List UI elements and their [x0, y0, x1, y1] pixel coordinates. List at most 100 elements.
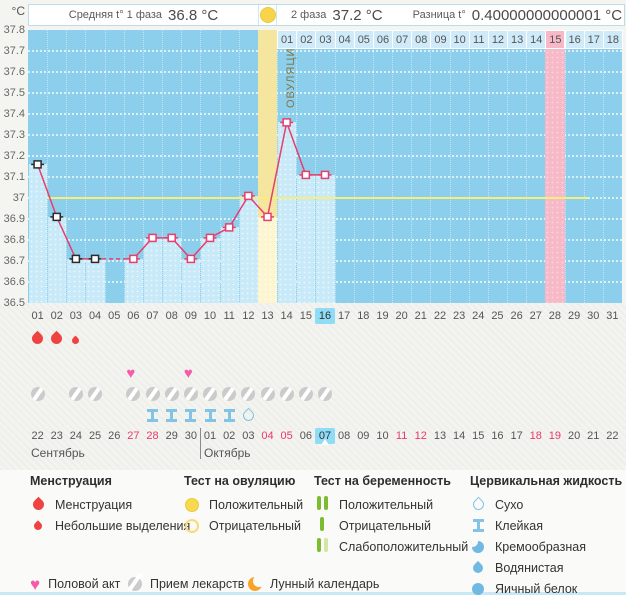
moon-calendar-icon: [248, 575, 265, 591]
ovulation-column-light-fill: [257, 216, 278, 303]
medication-pill-icon: [88, 387, 103, 401]
cycle-day-cell[interactable]: 31: [606, 310, 619, 322]
legend-icon-cell: [314, 496, 330, 513]
date-cell[interactable]: 20: [567, 430, 581, 442]
fluid-sticky-icon: [472, 519, 484, 532]
date-cell[interactable]: 04: [261, 430, 274, 442]
date-cell[interactable]: 19: [548, 430, 562, 442]
date-cell[interactable]: 30: [184, 430, 197, 442]
date-cell[interactable]: 21: [587, 430, 600, 442]
cycle-day-cell[interactable]: 02: [50, 310, 63, 322]
cycle-day-cell[interactable]: 26: [510, 310, 523, 322]
phase2-and-difference: 2 фаза 37.2 °C Разница t° 0.400000000000…: [279, 5, 622, 25]
cycle-day-cell[interactable]: 11: [223, 310, 235, 322]
date-cell[interactable]: 25: [88, 430, 102, 442]
y-axis-tick-label: 36.6: [3, 276, 25, 288]
legend-section-title: Цервикальная жидкость: [470, 474, 623, 488]
cycle-day-cell[interactable]: 08: [165, 310, 178, 322]
legend-item: Водянистая: [470, 557, 622, 578]
legend-item-label: Лунный календарь: [270, 577, 380, 591]
cycle-day-cell[interactable]: 22: [433, 310, 447, 322]
cycle-day-cell[interactable]: 23: [452, 310, 466, 322]
legend-panel: [0, 470, 626, 592]
cycle-day-cell[interactable]: 24: [472, 310, 485, 322]
cycle-day-cell[interactable]: 03: [69, 310, 83, 322]
phase2-average-value: 37.2 °C: [332, 6, 383, 24]
date-cell[interactable]: 18: [529, 430, 542, 442]
date-cell[interactable]: 06: [299, 430, 312, 442]
dpo-header-cell: 08: [411, 30, 432, 49]
cycle-day-cell[interactable]: 29: [567, 310, 581, 322]
date-cell[interactable]: 28: [146, 430, 159, 442]
cycle-day-cell-today[interactable]: 16: [314, 308, 335, 324]
cycle-day-cell[interactable]: 20: [395, 310, 408, 322]
cycle-day-cell[interactable]: 13: [261, 310, 274, 322]
dpo-header-cell: 16: [564, 30, 585, 49]
month-label-october: Октябрь: [204, 446, 251, 460]
date-cell[interactable]: 29: [165, 430, 178, 442]
cycle-day-cell[interactable]: 17: [338, 310, 351, 322]
legend-item: Небольшие выделения: [30, 515, 190, 536]
legend-item-label: Клейкая: [495, 518, 543, 533]
cycle-day-cell[interactable]: 27: [529, 310, 542, 322]
cycle-day-cell[interactable]: 06: [127, 310, 140, 322]
dpo-header-cell: 02: [296, 30, 317, 49]
cycle-day-cell[interactable]: 10: [203, 310, 217, 322]
day-column-separator: [430, 30, 432, 303]
date-cell[interactable]: 23: [50, 430, 63, 442]
date-cell[interactable]: 27: [127, 430, 140, 442]
dpo-header-cell: 12: [487, 30, 509, 49]
date-cell[interactable]: 22: [606, 430, 619, 442]
cycle-day-cell[interactable]: 21: [414, 310, 427, 322]
y-axis-tick-label: 37.8: [3, 24, 25, 36]
legend-item-label: Кремообразная: [495, 539, 586, 554]
legend-icon-cell: [470, 560, 486, 575]
cycle-day-cell[interactable]: 12: [242, 310, 255, 322]
cycle-day-cell[interactable]: 05: [108, 310, 121, 322]
date-cell[interactable]: 01: [203, 430, 217, 442]
fluid-sticky-icon: [185, 409, 197, 422]
medication-pill-icon: [128, 577, 142, 591]
date-cell[interactable]: 09: [357, 430, 370, 442]
date-cell[interactable]: 16: [491, 430, 504, 442]
medication-pill-icon: [68, 387, 83, 401]
legend-footer-item: ♥ Половой акт: [30, 575, 120, 593]
date-cell[interactable]: 11: [395, 430, 408, 442]
cycle-day-cell[interactable]: 28: [548, 310, 562, 322]
cycle-day-cell[interactable]: 07: [146, 310, 159, 322]
measured-day-column-fill: [48, 216, 67, 303]
date-cell[interactable]: 14: [452, 430, 466, 442]
date-cell[interactable]: 10: [376, 430, 389, 442]
intercourse-heart-icon: ♥: [30, 574, 41, 594]
fluid-sticky-icon: [166, 409, 178, 422]
measured-day-column-fill: [143, 237, 163, 303]
date-cell[interactable]: 02: [223, 430, 236, 442]
y-axis-tick-label: 37.1: [3, 171, 25, 183]
cycle-day-cell[interactable]: 19: [376, 310, 389, 322]
dpo-header-cell: 18: [602, 30, 623, 49]
cycle-day-cell[interactable]: 04: [88, 310, 102, 322]
medication-pill-icon: [183, 387, 198, 401]
date-cell[interactable]: 26: [108, 430, 121, 442]
date-cell[interactable]: 22: [31, 430, 44, 442]
cycle-day-cell[interactable]: 18: [357, 310, 370, 322]
date-cell[interactable]: 12: [414, 430, 427, 442]
cycle-day-cell[interactable]: 25: [491, 310, 504, 322]
expected-period-column: [545, 30, 565, 303]
date-cell[interactable]: 03: [242, 430, 255, 442]
cycle-day-cell[interactable]: 15: [299, 310, 312, 322]
cycle-day-cell[interactable]: 14: [280, 310, 293, 322]
date-cell[interactable]: 08: [338, 430, 351, 442]
date-cell[interactable]: 05: [280, 430, 293, 442]
legend-section: Менструация Менструация Небольшие выделени…: [30, 474, 190, 536]
date-cell[interactable]: 24: [69, 430, 83, 442]
cycle-day-cell[interactable]: 30: [587, 310, 600, 322]
date-cell[interactable]: 13: [433, 430, 447, 442]
cycle-day-cell[interactable]: 01: [31, 310, 44, 322]
intercourse-heart-icon: ♥: [126, 365, 136, 382]
date-cell[interactable]: 15: [472, 430, 485, 442]
legend-item-label: Сухо: [495, 497, 524, 512]
date-cell[interactable]: 17: [510, 430, 523, 442]
cycle-day-cell[interactable]: 09: [184, 310, 197, 322]
y-axis-tick-label: 37.6: [3, 66, 25, 78]
